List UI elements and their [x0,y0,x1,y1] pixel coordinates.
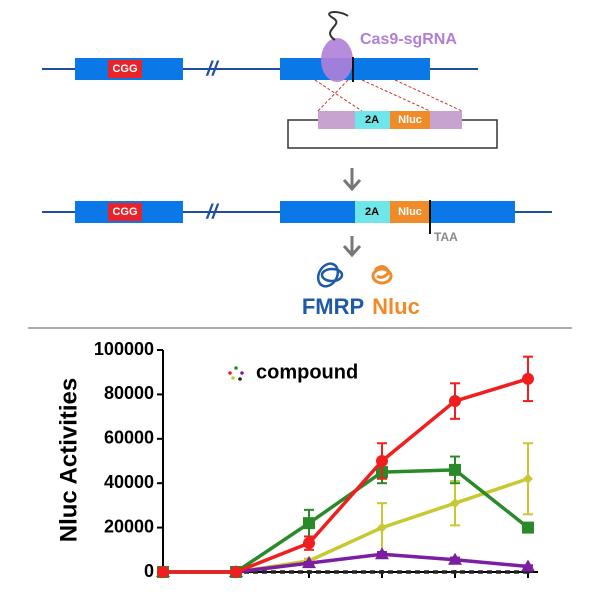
series-line [163,377,529,574]
y-tick-label: 0 [144,561,154,581]
point [302,556,316,569]
point [453,570,457,574]
edited-2a [355,201,390,223]
fmrp-label: FMRP [302,294,364,319]
y-tick-label: 20000 [104,516,154,536]
break: // [205,201,220,223]
point [303,537,315,550]
cgg-label: CGG [112,63,137,75]
fmrp-icon [316,262,344,288]
label-2a: 2A [365,206,379,218]
point [157,566,169,578]
arrow [342,236,362,258]
sgrna [328,11,349,41]
point [449,463,461,476]
cgg-box [108,203,142,221]
y-tick-label: 80000 [104,383,154,403]
exon [280,58,430,80]
y-tick-label: 100000 [94,339,154,359]
break: // [205,58,220,80]
nluc-label: Nluc [372,294,420,319]
edited-nluc [390,201,430,223]
point [522,521,534,534]
homology-arms [314,79,463,112]
series-line [163,552,529,574]
point [380,570,384,574]
point [523,473,533,484]
legend-icon [228,366,244,381]
label-nluc: Nluc [398,114,422,126]
point [376,455,388,467]
cassette-2a [355,111,390,129]
y-axis-title: Nluc Activities [55,378,82,543]
label-nluc: Nluc [398,206,422,218]
point [307,570,311,574]
diagram: CGG // Cas9-sgRNA 2A Nluc CGG // 2A Nluc… [42,11,552,319]
stop-label: TAA [434,230,458,244]
point [303,517,315,530]
cas9-label: Cas9-sgRNA [360,31,457,48]
nluc-icon [371,265,393,285]
cgg-box [108,60,142,78]
cgg-label: CGG [112,206,137,218]
point [449,395,461,408]
y-tick-label: 40000 [104,472,154,492]
label-2a: 2A [365,114,379,126]
series-line [163,468,530,574]
annotation: compound [256,361,358,383]
point [377,522,387,533]
arrow [342,168,362,192]
y-tick-label: 60000 [104,428,154,448]
cassette-nluc [390,111,430,129]
point [522,372,534,385]
point [448,552,462,565]
point [521,559,535,572]
point [450,498,460,509]
point [230,566,242,578]
point [375,547,389,560]
cas9 [321,38,353,82]
